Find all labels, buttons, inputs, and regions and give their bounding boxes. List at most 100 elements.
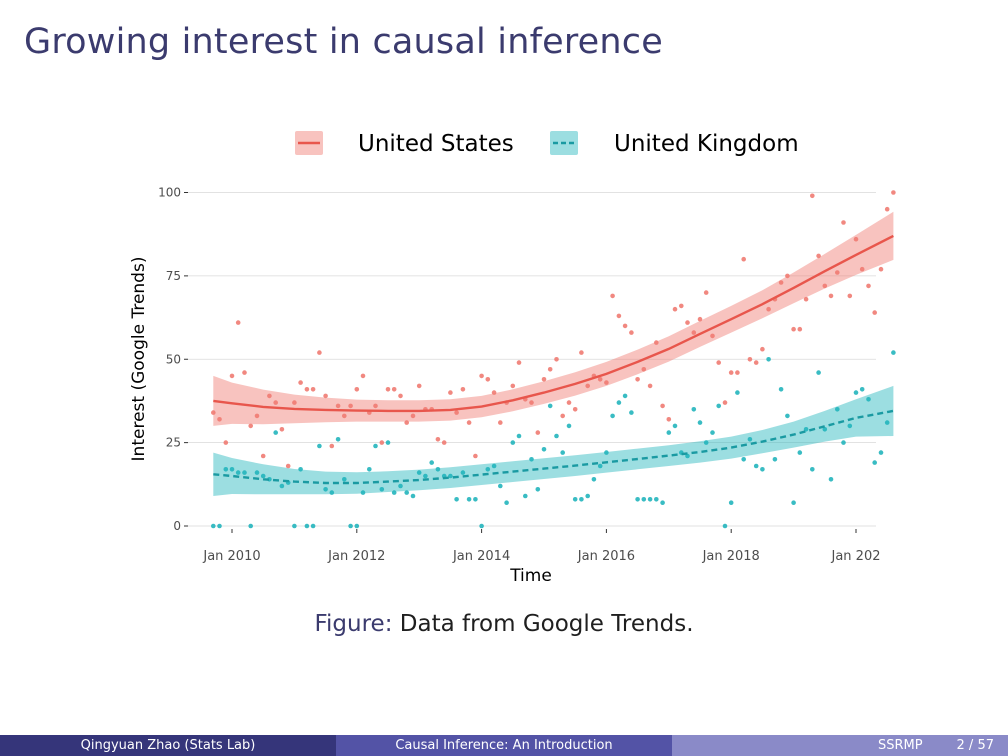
- data-point-uk: [404, 490, 410, 495]
- data-point-us: [435, 437, 441, 442]
- data-point-us: [572, 407, 578, 412]
- data-point-uk: [429, 460, 435, 465]
- data-point-uk: [310, 523, 316, 529]
- confidence-bands: [213, 211, 894, 496]
- data-point-uk: [710, 430, 715, 435]
- data-point-us: [398, 393, 403, 399]
- data-point-us: [354, 387, 360, 392]
- data-point-uk: [554, 433, 559, 439]
- data-point-uk: [822, 427, 828, 432]
- data-point-us: [635, 377, 640, 382]
- data-point-uk: [523, 493, 528, 499]
- trend-line-uk: [213, 409, 894, 485]
- footer-venue-section: SSRMP 2 / 57: [672, 735, 1008, 756]
- data-point-uk: [254, 470, 260, 475]
- y-tick-label: 100: [158, 186, 181, 200]
- data-point-us: [448, 390, 453, 395]
- data-point-us: [822, 283, 828, 289]
- footer-author-section: Qingyuan Zhao (Stats Lab): [0, 735, 336, 756]
- data-point-uk: [354, 523, 360, 529]
- data-point-uk: [379, 487, 385, 492]
- footer-page-number: 2 / 57: [956, 738, 994, 753]
- data-point-us: [379, 440, 385, 445]
- data-point-us: [260, 453, 266, 459]
- data-point-us: [410, 413, 416, 419]
- data-point-us: [585, 383, 590, 389]
- data-point-uk: [510, 440, 516, 445]
- axes: 0 25 50 75 100 Jan 2010 Jan 2012 Jan 2014 Jan 20…: [129, 186, 881, 587]
- data-point-uk: [529, 457, 534, 462]
- figure-caption: Figure: Data from Google Trends.: [0, 611, 1008, 637]
- data-point-uk: [460, 470, 466, 475]
- data-point-us: [847, 293, 853, 299]
- data-point-uk: [479, 523, 484, 529]
- data-point-us: [785, 273, 790, 279]
- data-point-uk: [304, 523, 310, 529]
- data-point-us: [460, 387, 466, 392]
- data-point-uk: [841, 440, 846, 445]
- data-point-us: [541, 377, 547, 382]
- data-point-us: [579, 350, 584, 355]
- data-point-us: [610, 293, 615, 299]
- data-point-us: [335, 403, 341, 409]
- data-point-uk: [454, 497, 459, 502]
- data-point-us: [841, 220, 846, 225]
- trend-lines: [213, 234, 894, 485]
- data-point-uk: [647, 497, 653, 502]
- x-tick-label: Jan 2018: [702, 549, 760, 564]
- data-point-uk: [654, 497, 659, 502]
- data-point-uk: [591, 477, 597, 482]
- data-point-us: [510, 383, 516, 389]
- data-point-uk: [223, 467, 229, 472]
- data-point-us: [211, 410, 216, 415]
- data-point-uk: [391, 490, 397, 495]
- data-point-us: [491, 390, 497, 395]
- data-point-us: [872, 310, 877, 315]
- data-point-uk: [835, 407, 840, 412]
- data-point-us: [647, 383, 653, 389]
- data-point-uk: [597, 463, 603, 469]
- data-point-us: [853, 236, 859, 242]
- x-tick-label: Jan 2010: [202, 549, 260, 564]
- data-point-uk: [491, 463, 497, 469]
- trend-line-us: [213, 234, 894, 413]
- data-point-uk: [604, 450, 609, 455]
- data-point-us: [547, 367, 553, 372]
- data-point-uk: [292, 523, 297, 529]
- caption-text: Data from Google Trends.: [399, 611, 694, 637]
- y-tick-label: 0: [173, 519, 181, 533]
- data-point-us: [685, 320, 690, 325]
- data-point-uk: [560, 450, 565, 455]
- data-point-uk: [547, 403, 553, 409]
- data-point-uk: [635, 497, 640, 502]
- data-point-uk: [504, 500, 509, 506]
- data-point-us: [304, 387, 310, 392]
- data-point-uk: [853, 390, 859, 395]
- data-point-us: [679, 303, 684, 309]
- data-point-uk: [235, 470, 241, 475]
- data-point-uk: [242, 470, 247, 475]
- data-point-us: [697, 316, 703, 322]
- data-point-uk: [329, 490, 335, 495]
- data-point-uk: [410, 493, 416, 499]
- data-point-uk: [747, 437, 753, 442]
- data-point-us: [416, 383, 422, 389]
- data-point-uk: [335, 437, 341, 442]
- data-point-us: [797, 326, 803, 332]
- slide-title: Growing interest in causal inference: [24, 22, 663, 62]
- footer-author: Qingyuan Zhao (Stats Lab): [80, 738, 256, 753]
- data-point-uk: [360, 490, 366, 495]
- data-point-uk: [741, 457, 746, 462]
- data-point-uk: [672, 423, 678, 429]
- data-point-us: [498, 420, 503, 425]
- y-tick-label: 75: [166, 269, 181, 283]
- data-point-uk: [641, 497, 647, 502]
- data-point-uk: [373, 443, 378, 449]
- x-tick-label: Jan 2012: [327, 549, 385, 564]
- data-point-us: [317, 350, 322, 355]
- data-point-uk: [753, 463, 759, 469]
- data-point-uk: [279, 483, 285, 489]
- data-point-us: [760, 346, 765, 352]
- data-point-us: [641, 367, 647, 372]
- data-point-us: [660, 403, 665, 409]
